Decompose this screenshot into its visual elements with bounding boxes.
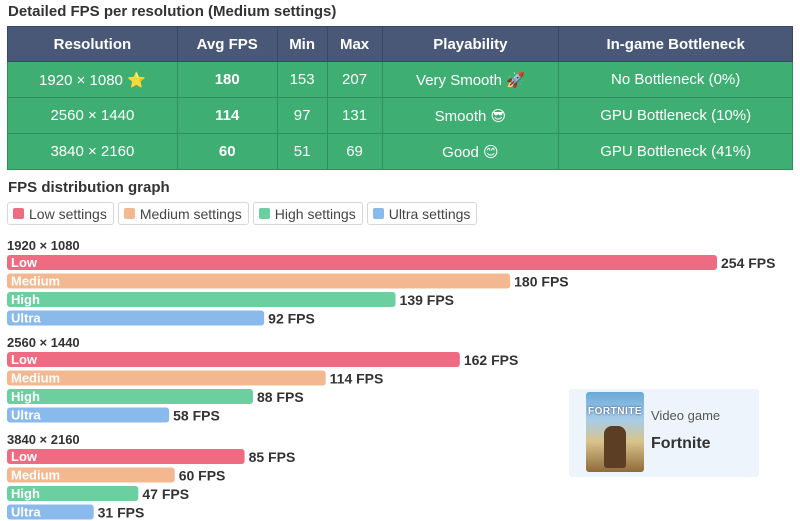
- bar-name-label: Low: [11, 255, 38, 270]
- table-row: 3840 × 2160 60 51 69 Good 😊 GPU Bottlene…: [7, 133, 793, 170]
- table-row: 2560 × 1440 114 97 131 Smooth 😎 GPU Bott…: [7, 97, 793, 134]
- bar-ultra[interactable]: [7, 504, 94, 520]
- bar-low[interactable]: [7, 255, 717, 270]
- bar-name-label: Low: [11, 449, 38, 464]
- bar-high[interactable]: [7, 389, 253, 404]
- chart-legend: Low settings Medium settings High settin…: [7, 202, 478, 225]
- fps-table: Resolution Avg FPS Min Max Playability I…: [7, 26, 793, 170]
- cell-playability: Very Smooth 🚀: [381, 61, 560, 98]
- bar-name-label: High: [11, 292, 40, 307]
- header-max: Max: [326, 26, 383, 62]
- game-poster: FORTNITE: [586, 392, 644, 472]
- cell-min: 153: [276, 61, 328, 98]
- bar-medium[interactable]: [7, 467, 175, 483]
- cell-avg-fps: 180: [176, 61, 278, 98]
- bar-name-label: High: [11, 389, 40, 404]
- bar-name-label: Medium: [11, 274, 60, 289]
- header-resolution: Resolution: [7, 26, 178, 62]
- bar-name-label: Ultra: [11, 311, 41, 326]
- bar-value-label: 180 FPS: [514, 274, 568, 290]
- legend-swatch-ultra: [372, 208, 384, 219]
- fps-bar-chart: 1920 × 1080 Low 254 FPS Medium 180 FPS High 13…: [7, 238, 775, 521]
- cell-resolution: 3840 × 2160: [7, 133, 178, 170]
- legend-label-medium: Medium settings: [139, 205, 242, 222]
- bar-value-label: 139 FPS: [400, 292, 454, 308]
- bar-name-label: Ultra: [11, 505, 41, 520]
- bar-name-label: Low: [11, 352, 38, 367]
- bar-value-label: 114 FPS: [330, 371, 384, 387]
- game-card-name: Fortnite: [651, 435, 711, 452]
- bar-high[interactable]: [7, 292, 396, 307]
- bar-value-label: 58 FPS: [173, 408, 220, 424]
- bar-value-label: 85 FPS: [249, 449, 296, 465]
- cell-avg-fps: 114: [176, 97, 278, 134]
- legend-label-high: High settings: [274, 205, 356, 222]
- bar-ultra[interactable]: [7, 407, 170, 423]
- game-card[interactable]: FORTNITE Video game Fortnite: [569, 389, 759, 477]
- cell-bottleneck: No Bottleneck (0%): [558, 61, 793, 98]
- cell-resolution: 2560 × 1440: [7, 97, 178, 134]
- cell-resolution: 1920 × 1080 ⭐: [7, 61, 178, 98]
- bar-value-label: 92 FPS: [268, 311, 315, 327]
- header-min: Min: [276, 26, 328, 62]
- legend-label-ultra: Ultra settings: [388, 205, 471, 222]
- cell-min: 51: [276, 133, 328, 170]
- bar-low[interactable]: [7, 352, 460, 367]
- cell-playability: Smooth 😎: [381, 97, 560, 134]
- group-label: 2560 × 1440: [7, 335, 80, 350]
- legend-swatch-medium: [123, 208, 135, 219]
- bar-name-label: Medium: [11, 468, 60, 483]
- header-avg-fps: Avg FPS: [176, 26, 278, 62]
- cell-avg-fps: 60: [176, 133, 278, 170]
- bar-value-label: 254 FPS: [721, 255, 775, 271]
- bar-ultra[interactable]: [7, 310, 265, 326]
- header-playability: Playability: [381, 26, 560, 62]
- bar-value-label: 88 FPS: [257, 389, 304, 405]
- legend-swatch-high: [258, 208, 270, 219]
- header-bottleneck: In-game Bottleneck: [558, 26, 793, 62]
- graph-title: FPS distribution graph: [8, 179, 170, 196]
- bar-low[interactable]: [7, 449, 245, 464]
- table-row: 1920 × 1080 ⭐ 180 153 207 Very Smooth 🚀 …: [7, 61, 793, 98]
- legend-item-medium[interactable]: Medium settings: [117, 202, 249, 225]
- cell-max: 69: [326, 133, 383, 170]
- table-header-row: Resolution Avg FPS Min Max Playability I…: [7, 26, 793, 62]
- legend-item-ultra[interactable]: Ultra settings: [366, 202, 478, 225]
- bar-value-label: 162 FPS: [464, 352, 518, 368]
- legend-swatch-low: [13, 208, 24, 219]
- bar-name-label: High: [11, 486, 40, 501]
- poster-title: FORTNITE: [588, 406, 642, 417]
- bar-value-label: 60 FPS: [179, 468, 226, 484]
- legend-item-low[interactable]: Low settings: [7, 202, 114, 225]
- cell-max: 207: [326, 61, 383, 98]
- bar-medium[interactable]: [7, 370, 326, 386]
- bar-medium[interactable]: [7, 273, 511, 289]
- cell-playability: Good 😊: [381, 133, 560, 170]
- cell-bottleneck: GPU Bottleneck (10%): [558, 97, 793, 134]
- table-title: Detailed FPS per resolution (Medium sett…: [8, 3, 337, 20]
- bar-value-label: 31 FPS: [98, 505, 145, 521]
- cell-bottleneck: GPU Bottleneck (41%): [558, 133, 793, 170]
- legend-item-high[interactable]: High settings: [252, 202, 363, 225]
- bar-value-label: 47 FPS: [142, 486, 189, 502]
- group-label: 3840 × 2160: [7, 432, 80, 447]
- poster-figure: [604, 426, 626, 468]
- cell-max: 131: [326, 97, 383, 134]
- bar-high[interactable]: [7, 486, 139, 501]
- game-card-label: Video game: [651, 408, 721, 423]
- bar-name-label: Ultra: [11, 408, 41, 423]
- bar-name-label: Medium: [11, 371, 60, 386]
- cell-min: 97: [276, 97, 328, 134]
- group-label: 1920 × 1080: [7, 238, 80, 253]
- legend-label-low: Low settings: [29, 205, 107, 222]
